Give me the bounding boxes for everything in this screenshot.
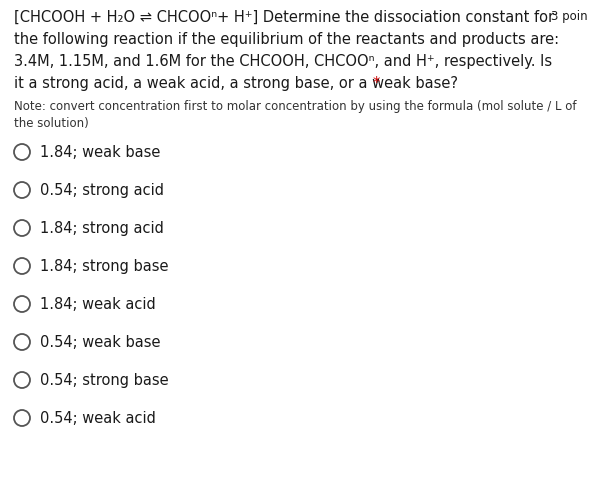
Text: Note: convert concentration first to molar concentration by using the formula (m: Note: convert concentration first to mol… — [14, 100, 576, 113]
Text: the following reaction if the equilibrium of the reactants and products are:: the following reaction if the equilibriu… — [14, 32, 559, 47]
Text: 0.54; strong base: 0.54; strong base — [40, 373, 169, 388]
Text: 1.84; weak acid: 1.84; weak acid — [40, 297, 156, 312]
Text: 3.4M, 1.15M, and 1.6M for the CHCOOH, CHCOOⁿ, and H⁺, respectively. Is: 3.4M, 1.15M, and 1.6M for the CHCOOH, CH… — [14, 54, 552, 69]
Text: the solution): the solution) — [14, 117, 89, 130]
Text: it a strong acid, a weak acid, a strong base, or a weak base?: it a strong acid, a weak acid, a strong … — [14, 76, 462, 91]
Text: 1.84; strong acid: 1.84; strong acid — [40, 221, 164, 236]
Text: 0.54; weak acid: 0.54; weak acid — [40, 411, 156, 426]
Text: [CHCOOH + H₂O ⇌ CHCOOⁿ+ H⁺] Determine the dissociation constant for: [CHCOOH + H₂O ⇌ CHCOOⁿ+ H⁺] Determine th… — [14, 10, 554, 25]
Text: *: * — [372, 76, 380, 91]
Text: 0.54; strong acid: 0.54; strong acid — [40, 183, 164, 198]
Text: 1.84; weak base: 1.84; weak base — [40, 145, 160, 160]
Text: 1.84; strong base: 1.84; strong base — [40, 259, 169, 274]
Text: 0.54; weak base: 0.54; weak base — [40, 335, 160, 350]
Text: 3 poin: 3 poin — [551, 10, 588, 23]
